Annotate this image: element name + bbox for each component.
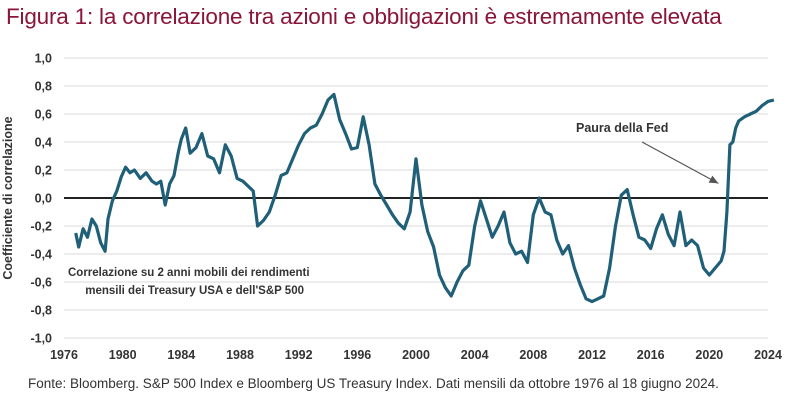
y-tick-label: 1,0 bbox=[35, 52, 52, 66]
x-tick-label: 2004 bbox=[461, 348, 489, 362]
x-tick-label: 2000 bbox=[402, 348, 430, 362]
chart-note-line-1: Correlazione su 2 anni mobili dei rendim… bbox=[68, 267, 310, 279]
x-tick-labels: 1976 1980 1984 1988 1992 1996 2000 2004 2008 2012… bbox=[50, 348, 782, 362]
annotation-label: Paura della Fed bbox=[576, 121, 668, 135]
x-tick-label: 2008 bbox=[519, 348, 547, 362]
y-tick-label: 0,0 bbox=[35, 192, 52, 206]
x-tick-label: 1992 bbox=[285, 348, 313, 362]
y-tick-label: 0,6 bbox=[35, 108, 52, 122]
correlation-series-line bbox=[74, 92, 775, 304]
x-tick-label: 2012 bbox=[578, 348, 606, 362]
y-tick-label: -0,2 bbox=[30, 220, 52, 234]
y-tick-label: -0,4 bbox=[30, 248, 52, 262]
x-tick-label: 1988 bbox=[226, 348, 254, 362]
y-tick-label: 0,4 bbox=[35, 136, 52, 150]
x-tick-label: 2020 bbox=[695, 348, 723, 362]
y-tick-label: 0,2 bbox=[35, 164, 52, 178]
source-note: Fonte: Bloomberg. S&P 500 Index e Bloomb… bbox=[28, 376, 719, 391]
x-tick-label: 1980 bbox=[109, 348, 137, 362]
x-tick-label: 1976 bbox=[50, 348, 78, 362]
y-tick-label: -0,8 bbox=[30, 304, 52, 318]
y-axis-label: Coefficiente di correlazione bbox=[1, 116, 15, 279]
annotation-arrow bbox=[641, 141, 719, 184]
y-tick-labels: 1,0 0,8 0,6 0,4 0,2 0,0 -0,2 -0,4 -0,6 -0,8 -1,0 bbox=[30, 52, 52, 346]
y-tick-label: 0,8 bbox=[35, 80, 52, 94]
y-tick-label: -0,6 bbox=[30, 276, 52, 290]
chart-note-line-2: mensili dei Treasury USA e dell'S&P 500 bbox=[85, 285, 304, 297]
x-tick-label: 2016 bbox=[637, 348, 665, 362]
annotation-arrowhead bbox=[708, 175, 719, 184]
x-tick-label: 1996 bbox=[343, 348, 371, 362]
y-tick-label: -1,0 bbox=[30, 332, 52, 346]
grid-lines bbox=[64, 57, 768, 339]
page-title: Figura 1: la correlazione tra azioni e o… bbox=[6, 4, 722, 29]
x-tick-label: 2024 bbox=[754, 348, 782, 362]
x-tick-label: 1984 bbox=[167, 348, 195, 362]
